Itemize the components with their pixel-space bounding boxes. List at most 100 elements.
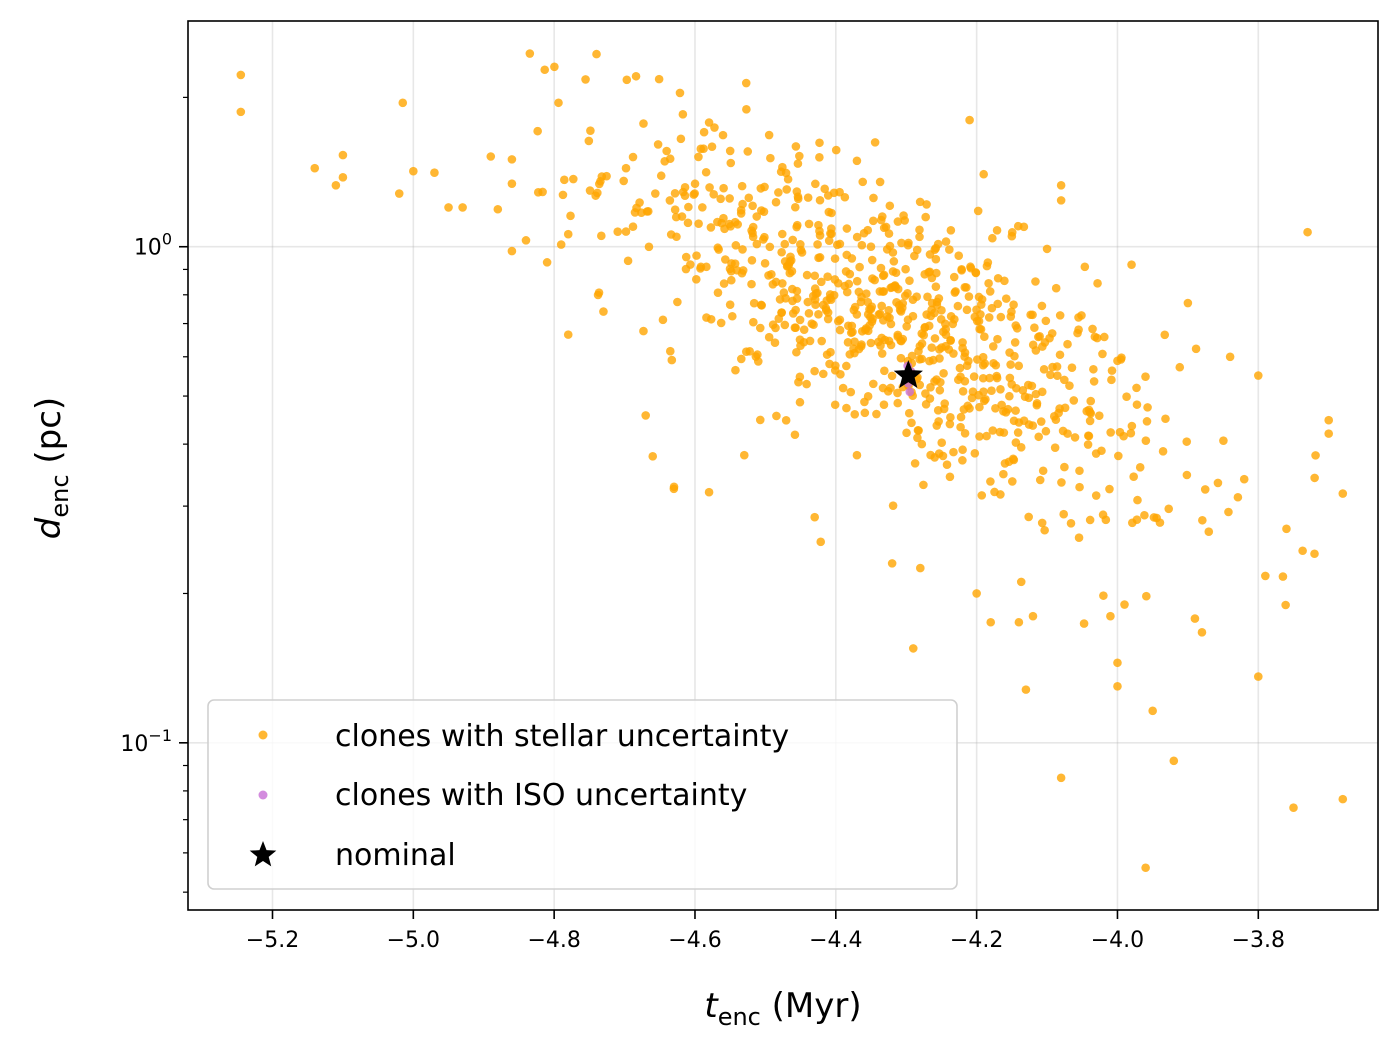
data-point-stellar — [953, 375, 963, 385]
data-point-stellar — [934, 449, 944, 458]
x-axis-title-sub: enc — [718, 1003, 761, 1031]
data-point-stellar — [901, 264, 910, 274]
data-point-stellar — [870, 138, 880, 147]
data-point-stellar — [795, 335, 805, 344]
data-point-stellar — [926, 382, 935, 392]
data-point-stellar — [1175, 362, 1185, 372]
data-point-stellar — [903, 240, 913, 250]
data-point-stellar — [1075, 482, 1084, 492]
data-point-stellar — [635, 198, 644, 207]
data-point-stellar — [850, 410, 860, 419]
data-point-stellar — [699, 127, 709, 137]
data-point-stellar — [863, 225, 873, 235]
data-point-stellar — [931, 254, 941, 264]
data-point-stellar — [804, 219, 814, 229]
data-point-stellar — [1036, 417, 1046, 426]
data-point-stellar — [964, 292, 974, 301]
data-point-stellar — [927, 298, 937, 308]
data-point-stellar — [774, 314, 784, 324]
data-point-stellar — [792, 347, 801, 357]
data-point-stellar — [676, 134, 686, 144]
data-point-stellar — [747, 279, 756, 289]
data-point-stellar — [1105, 484, 1114, 494]
data-point-stellar — [875, 287, 885, 296]
data-point-stellar — [780, 239, 790, 249]
data-point-stellar — [915, 197, 925, 207]
data-point-stellar — [1148, 706, 1157, 716]
data-point-stellar — [558, 190, 568, 200]
data-point-stellar — [879, 400, 889, 409]
data-point-stellar — [866, 338, 876, 348]
data-point-stellar — [902, 322, 911, 331]
data-point-stellar — [916, 563, 925, 573]
data-point-stellar — [1007, 231, 1017, 241]
data-point-stellar — [713, 288, 723, 297]
data-point-stellar — [1008, 477, 1017, 486]
data-point-stellar — [1021, 685, 1031, 694]
data-point-stellar — [897, 303, 907, 313]
data-point-stellar — [892, 298, 901, 307]
data-point-stellar — [842, 287, 852, 297]
data-point-stellar — [1067, 363, 1077, 372]
data-point-stellar — [1225, 352, 1235, 362]
data-point-stellar — [969, 372, 979, 381]
data-point-stellar — [1027, 381, 1037, 391]
data-point-stellar — [684, 202, 693, 212]
data-point-stellar — [672, 232, 681, 242]
data-point-stellar — [930, 245, 940, 254]
data-point-stellar — [1253, 371, 1263, 380]
data-point-stellar — [1197, 628, 1207, 637]
data-point-stellar — [593, 188, 602, 198]
data-point-stellar — [967, 393, 977, 403]
data-point-stellar — [236, 107, 246, 117]
data-point-stellar — [803, 297, 813, 307]
data-point-stellar — [908, 644, 918, 653]
data-point-stellar — [877, 301, 886, 311]
data-point-stellar — [962, 305, 972, 315]
data-point-stellar — [1050, 443, 1060, 452]
nominal-star — [893, 360, 923, 388]
data-point-stellar — [1182, 437, 1192, 446]
data-point-stellar — [1289, 803, 1298, 812]
data-point-stellar — [910, 459, 920, 468]
data-point-stellar — [910, 251, 919, 261]
data-point-stellar — [869, 193, 878, 203]
data-point-stellar — [658, 315, 668, 325]
data-point-stellar — [973, 206, 983, 216]
data-point-stellar — [1310, 473, 1319, 483]
data-point-stellar — [733, 220, 742, 229]
data-point-stellar — [786, 256, 796, 265]
data-point-stellar — [1161, 414, 1170, 424]
data-point-stellar — [956, 422, 965, 432]
data-point-stellar — [726, 158, 736, 168]
x-tick-label: −4.8 — [527, 928, 580, 953]
data-point-stellar — [878, 271, 888, 281]
legend-label-iso: clones with ISO uncertainty — [335, 778, 747, 813]
data-point-stellar — [941, 341, 950, 351]
data-point-stellar — [992, 373, 1002, 383]
data-point-stellar — [1084, 431, 1093, 440]
data-point-stellar — [738, 245, 747, 254]
data-point-stellar — [993, 334, 1002, 344]
data-point-stellar — [533, 188, 543, 197]
data-point-stellar — [956, 412, 966, 422]
data-point-stellar — [852, 310, 862, 319]
data-point-stellar — [1092, 333, 1102, 343]
data-point-stellar — [1338, 489, 1348, 498]
data-point-stellar — [1014, 418, 1024, 427]
data-point-stellar — [1303, 227, 1312, 237]
data-point-stellar — [996, 490, 1005, 499]
data-point-stellar — [1051, 283, 1061, 293]
data-point-stellar — [764, 332, 774, 342]
data-point-stellar — [430, 168, 439, 177]
data-point-stellar — [1107, 366, 1117, 375]
data-point-stellar — [946, 413, 955, 422]
data-point-stellar — [795, 315, 805, 325]
x-axis-title-unit: (Myr) — [761, 986, 862, 1026]
data-point-stellar — [882, 245, 892, 254]
data-point-stellar — [719, 213, 728, 223]
data-point-stellar — [770, 338, 780, 347]
data-point-stellar — [787, 266, 797, 276]
data-point-stellar — [675, 88, 685, 98]
data-point-stellar — [1132, 400, 1142, 409]
